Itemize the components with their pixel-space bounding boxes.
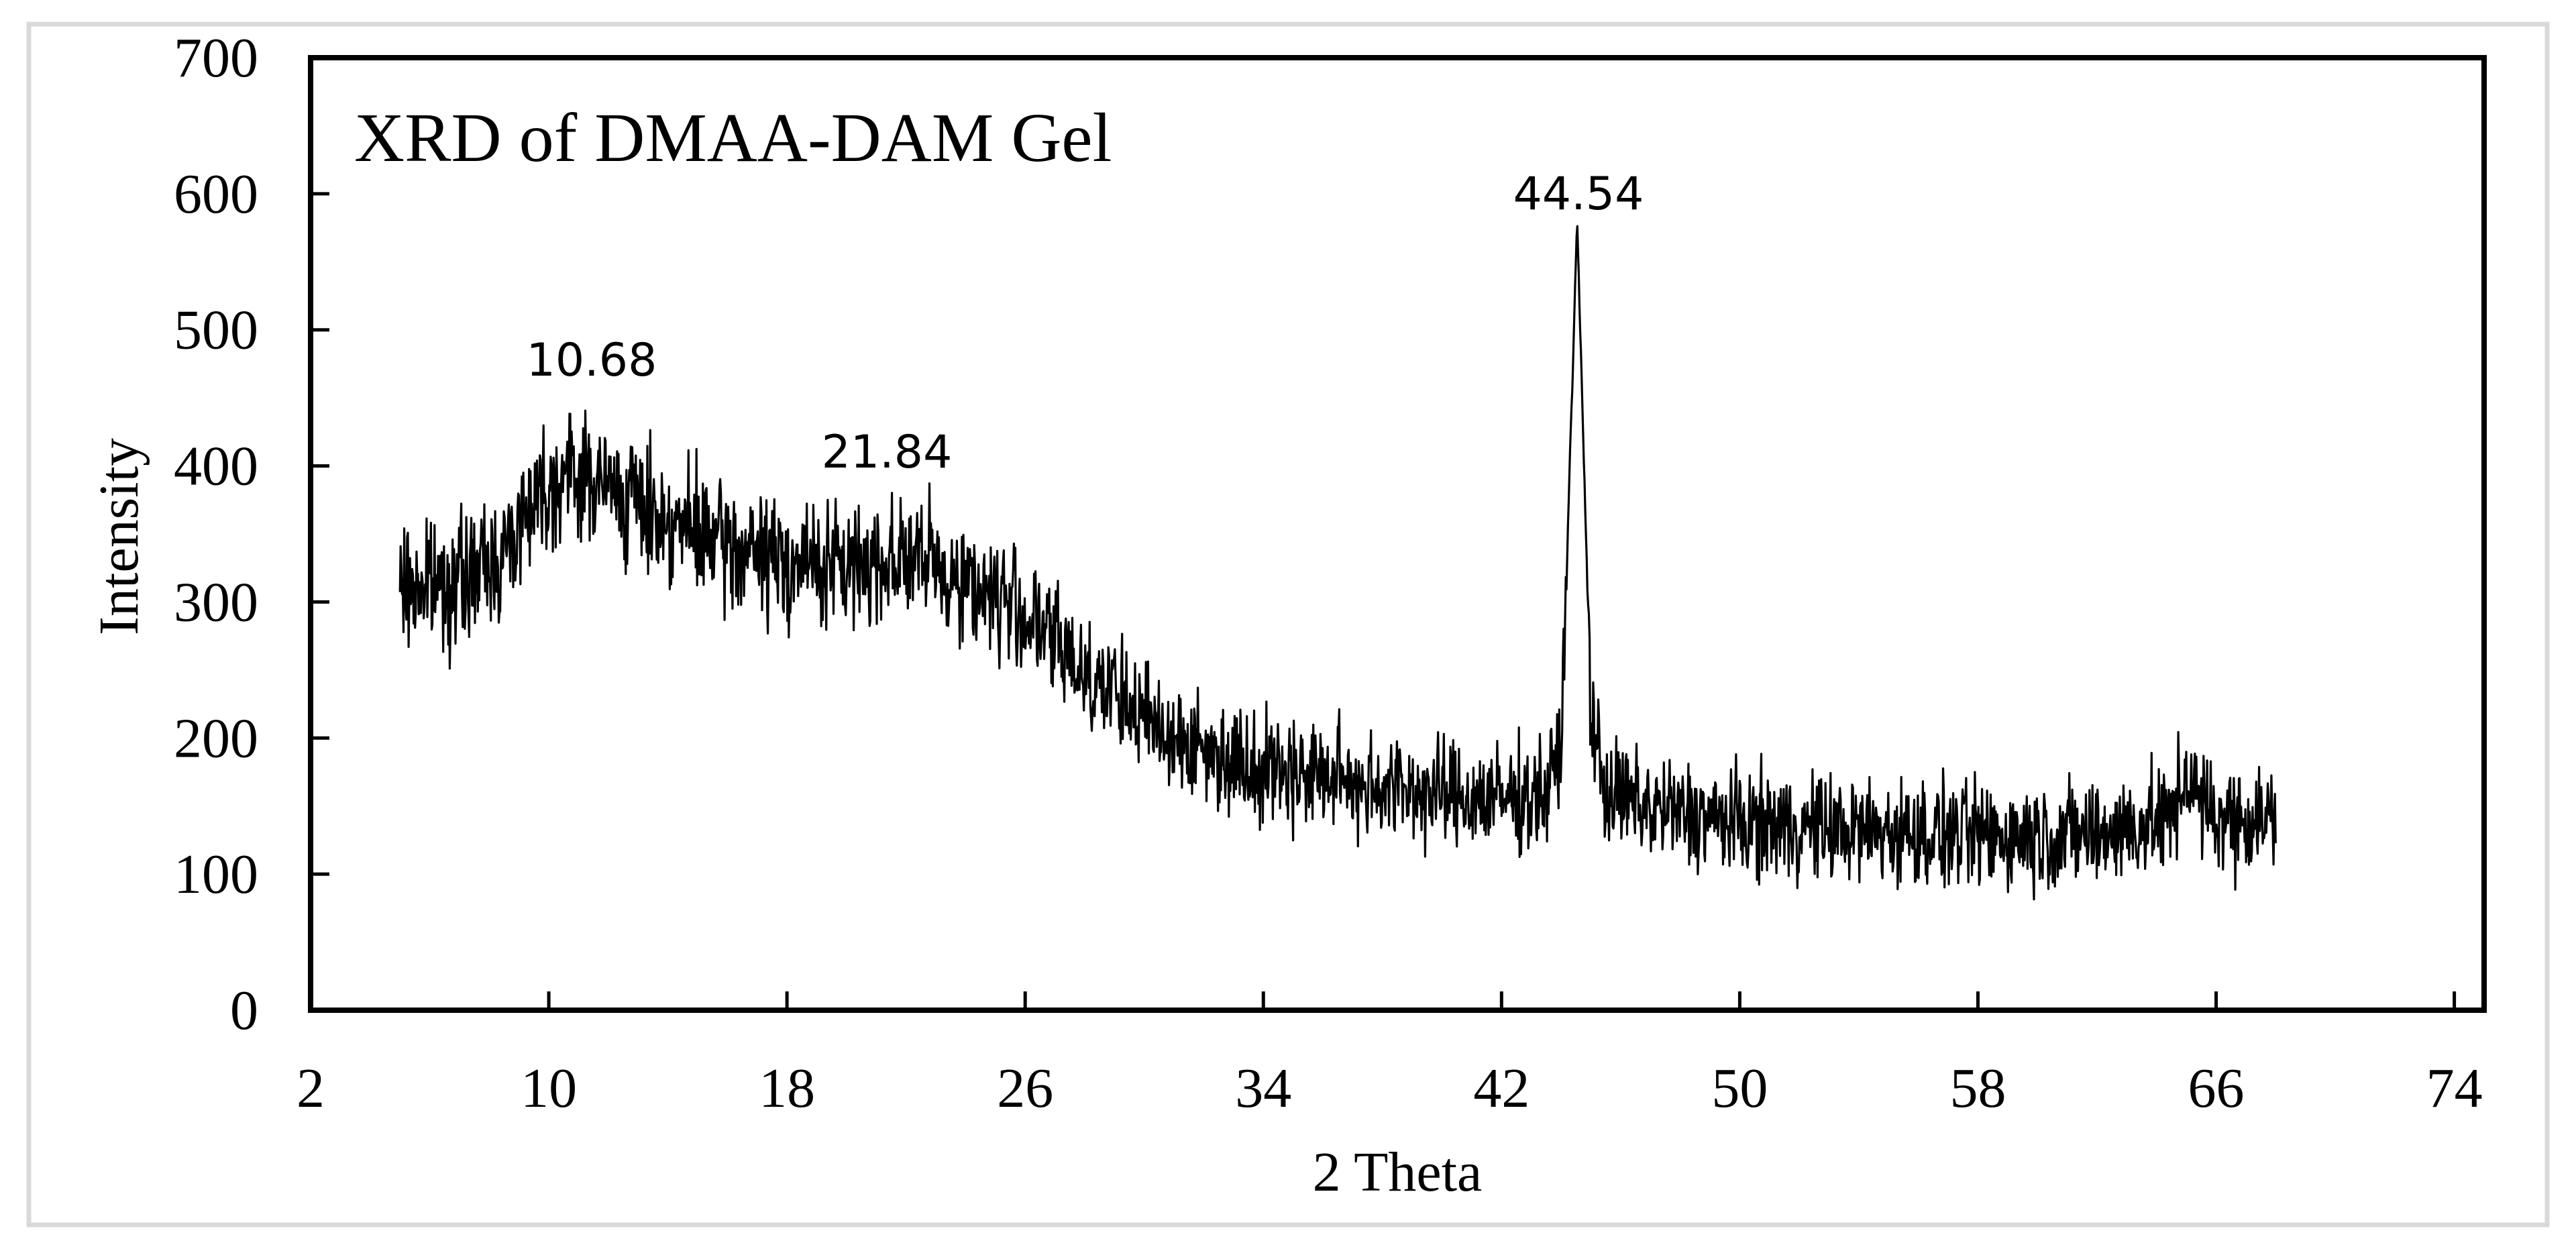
y-tick-label: 700	[174, 27, 258, 89]
x-tick-label: 26	[997, 1057, 1053, 1120]
plot-border	[308, 55, 2487, 1013]
x-tick-label: 2	[297, 1057, 325, 1120]
xrd-trace-line	[398, 225, 2277, 901]
chart-title: XRD of DMAA-DAM Gel	[354, 99, 1112, 176]
x-tick-label: 42	[1473, 1057, 1529, 1120]
y-tick-label: 400	[174, 435, 258, 498]
y-tick-label: 100	[174, 843, 258, 906]
x-axis-tick-labels: 2 10 18 26 34 42 50 58 66 74	[297, 1057, 2483, 1120]
x-tick-label: 58	[1949, 1057, 2006, 1120]
x-tick-label: 66	[2188, 1057, 2245, 1120]
y-tick-label: 300	[174, 571, 258, 633]
plot-area	[308, 55, 2487, 1013]
y-tick-label: 600	[174, 163, 258, 225]
x-axis-ticks	[547, 991, 2457, 1010]
x-tick-label: 74	[2426, 1057, 2483, 1120]
y-tick-label: 500	[174, 299, 258, 362]
peak-label-10-68: 10.68	[527, 334, 657, 387]
x-axis-title: 2 Theta	[1313, 1141, 1483, 1203]
y-axis-ticks	[311, 192, 329, 876]
y-tick-label: 0	[230, 979, 258, 1042]
chart-frame	[26, 21, 2550, 1228]
y-axis-tick-labels: 0 100 200 300 400 500 600 700	[174, 27, 258, 1042]
x-tick-label: 34	[1235, 1057, 1291, 1120]
y-tick-label: 200	[174, 707, 258, 769]
peak-label-21-84: 21.84	[822, 426, 953, 479]
peak-label-44-54: 44.54	[1513, 168, 1644, 221]
x-tick-label: 50	[1711, 1057, 1768, 1120]
x-tick-label: 18	[759, 1057, 815, 1120]
y-axis-title: Intensity	[88, 438, 150, 635]
x-tick-label: 10	[521, 1057, 577, 1120]
